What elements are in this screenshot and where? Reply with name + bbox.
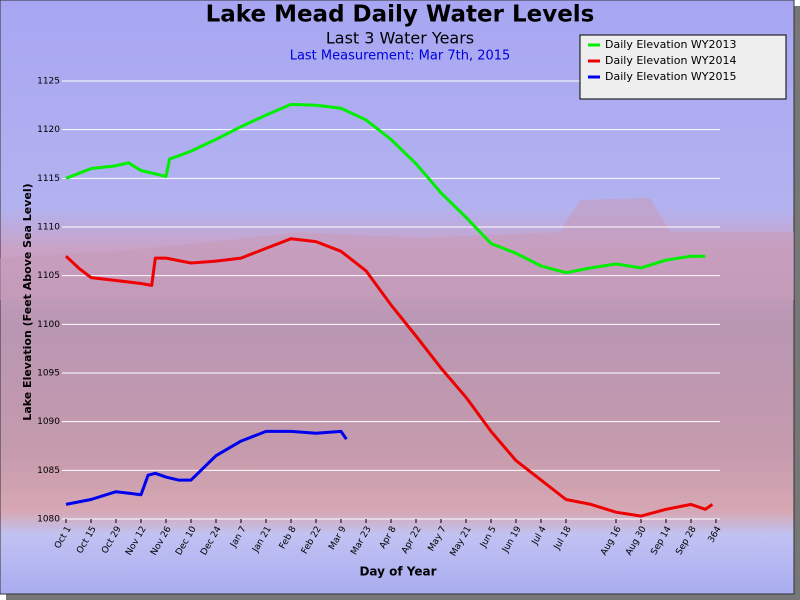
y-tick-label: 1100 <box>37 320 60 330</box>
x-axis-label: Day of Year <box>359 565 436 579</box>
series-line <box>65 429 348 506</box>
series-line <box>64 237 714 518</box>
y-tick-label: 1095 <box>37 369 60 379</box>
scenery <box>0 198 794 300</box>
y-tick-label: 1105 <box>37 271 60 281</box>
y-tick-label: 1110 <box>37 223 60 233</box>
y-tick-label: 1090 <box>37 417 60 427</box>
y-tick-label: 1085 <box>37 466 60 476</box>
chart-subtitle: Last 3 Water Years <box>326 29 474 48</box>
y-tick-label: 1120 <box>37 125 60 135</box>
y-tick-label: 1080 <box>37 515 60 525</box>
legend-label: Daily Elevation WY2014 <box>605 54 737 67</box>
y-tick-label: 1125 <box>37 77 60 87</box>
y-axis-label: Lake Elevation (Feet Above Sea Level) <box>21 183 34 420</box>
annotation: Last Measurement: Mar 7th, 2015 <box>290 49 511 64</box>
series-line <box>65 102 706 275</box>
legend-box <box>579 34 787 100</box>
legend-label: Daily Elevation WY2013 <box>605 38 737 51</box>
y-tick-label: 1115 <box>37 174 60 184</box>
legend-label: Daily Elevation WY2015 <box>605 70 737 83</box>
chart-title: Lake Mead Daily Water Levels <box>206 2 595 28</box>
